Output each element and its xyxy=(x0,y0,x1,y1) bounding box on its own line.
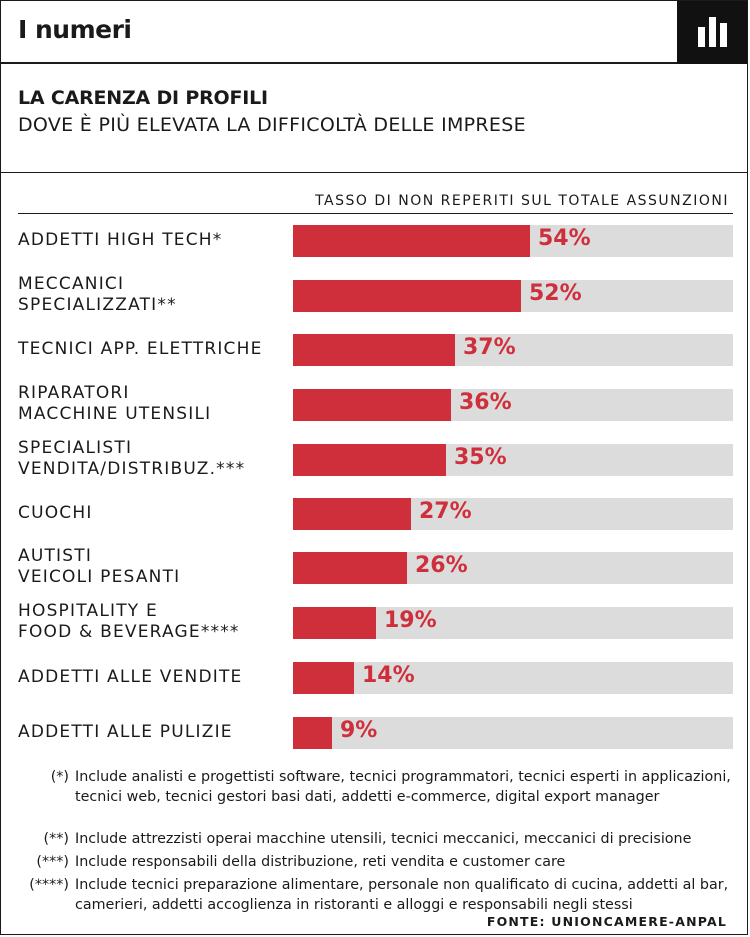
category-label: MECCANICI SPECIALIZZATI** xyxy=(18,274,177,315)
bar xyxy=(293,334,455,366)
bar-value-label: 27% xyxy=(419,499,472,524)
footnote-text: Include attrezzisti operai macchine uten… xyxy=(75,831,692,847)
footnote-text: Include analisti e progettisti software,… xyxy=(75,769,731,805)
bar-value-label: 35% xyxy=(454,445,507,470)
bar-track: 36% xyxy=(293,389,733,421)
bar xyxy=(293,662,354,694)
bar-track: 26% xyxy=(293,552,733,584)
category-label: TECNICI APP. ELETTRICHE xyxy=(18,339,263,359)
category-label: HOSPITALITY E FOOD & BEVERAGE**** xyxy=(18,601,240,642)
footnote-mark: (**) xyxy=(43,831,69,847)
chart-subtitle: DOVE È PIÙ ELEVATA LA DIFFICOLTÀ DELLE I… xyxy=(18,114,526,136)
category-label: AUTISTI VEICOLI PESANTI xyxy=(18,546,181,587)
footnote-text: Include responsabili della distribuzione… xyxy=(75,854,566,870)
footnote-text: Include tecnici preparazione alimentare,… xyxy=(75,877,729,913)
bar-value-label: 52% xyxy=(529,281,582,306)
subtitle-block: LA CARENZA DI PROFILI DOVE È PIÙ ELEVATA… xyxy=(1,64,747,173)
footnote-mark: (****) xyxy=(29,877,69,893)
bar xyxy=(293,280,521,312)
bar xyxy=(293,717,332,749)
bar xyxy=(293,607,376,639)
axis-title: TASSO DI NON REPERITI SUL TOTALE ASSUNZI… xyxy=(315,193,729,209)
category-label: RIPARATORI MACCHINE UTENSILI xyxy=(18,383,212,424)
bar xyxy=(293,225,530,257)
bar xyxy=(293,389,451,421)
axis-line xyxy=(18,213,733,214)
footnote-mark: (*) xyxy=(50,769,69,785)
bar-track: 37% xyxy=(293,334,733,366)
bar-chart-icon xyxy=(677,1,747,64)
category-label: CUOCHI xyxy=(18,503,93,523)
bar-value-label: 19% xyxy=(384,608,437,633)
bar-value-label: 14% xyxy=(362,663,415,688)
section-title: I numeri xyxy=(18,15,132,44)
bar-track: 27% xyxy=(293,498,733,530)
category-label: SPECIALISTI VENDITA/DISTRIBUZ.*** xyxy=(18,438,246,479)
bar-track: 52% xyxy=(293,280,733,312)
bar-track: 9% xyxy=(293,717,733,749)
bar-value-label: 9% xyxy=(340,718,378,743)
category-label: ADDETTI ALLE PULIZIE xyxy=(18,722,233,742)
bar-track: 14% xyxy=(293,662,733,694)
bar-value-label: 54% xyxy=(538,226,591,251)
bar-value-label: 26% xyxy=(415,553,468,578)
category-label: ADDETTI ALLE VENDITE xyxy=(18,667,243,687)
bar xyxy=(293,498,411,530)
bar xyxy=(293,552,407,584)
header: I numeri xyxy=(1,1,747,64)
footnote-mark: (***) xyxy=(36,854,69,870)
source-credit: FONTE: UNIONCAMERE-ANPAL xyxy=(486,914,727,929)
bar-track: 19% xyxy=(293,607,733,639)
bar xyxy=(293,444,446,476)
bar-value-label: 36% xyxy=(459,390,512,415)
bar-track: 35% xyxy=(293,444,733,476)
bar-track: 54% xyxy=(293,225,733,257)
bar-value-label: 37% xyxy=(463,335,516,360)
chart-title: LA CARENZA DI PROFILI xyxy=(18,87,268,109)
category-label: ADDETTI HIGH TECH* xyxy=(18,230,223,250)
